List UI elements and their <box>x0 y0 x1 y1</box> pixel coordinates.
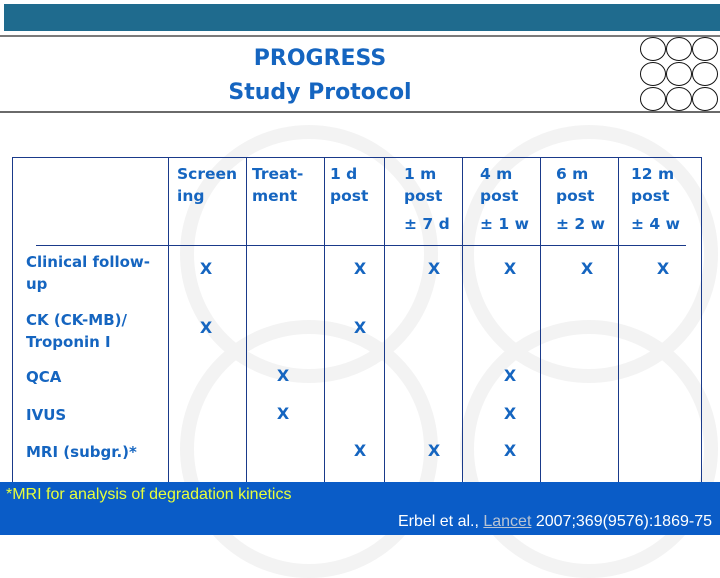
mark-cell: X <box>503 404 517 423</box>
column-divider <box>540 157 541 482</box>
mark-cell: X <box>199 318 213 337</box>
column-header-12m-post: 12 m post ± 4 w <box>631 165 680 233</box>
column-divider <box>462 157 463 482</box>
row-label-mri: MRI (subgr.)* <box>26 443 137 461</box>
citation-reference: 2007;369(9576):1869-75 <box>531 513 712 530</box>
mark-cell: X <box>427 441 441 460</box>
column-header-treatment: Treat-ment <box>252 165 304 205</box>
header-divider <box>36 245 686 246</box>
column-divider <box>618 157 619 482</box>
row-label-clinical-follow-up: Clinical follow-up <box>26 253 150 293</box>
divider <box>0 35 720 37</box>
row-label-ck-troponin: CK (CK-MB)/Troponin I <box>26 311 127 351</box>
citation: Erbel et al., Lancet 2007;369(9576):1869… <box>398 513 712 531</box>
journal-link[interactable]: Lancet <box>483 513 532 530</box>
slide-title: PROGRESS <box>253 46 387 71</box>
mark-cell: X <box>503 441 517 460</box>
mark-cell: X <box>353 441 367 460</box>
mark-cell: X <box>656 259 670 278</box>
circles-logo-icon <box>640 37 718 111</box>
column-divider <box>246 157 247 482</box>
column-divider <box>384 157 385 482</box>
mark-cell: X <box>427 259 441 278</box>
mark-cell: X <box>199 259 213 278</box>
footer-band <box>0 482 720 535</box>
protocol-table <box>12 157 702 482</box>
column-divider <box>324 157 325 482</box>
divider <box>0 111 720 113</box>
column-header-screening: Screen ing <box>177 165 238 205</box>
mark-cell: X <box>276 404 290 423</box>
mark-cell: X <box>503 366 517 385</box>
column-header-4m-post: 4 m post ± 1 w <box>480 165 529 233</box>
mark-cell: X <box>353 318 367 337</box>
column-header-1m-post: 1 m post ± 7 d <box>404 165 450 233</box>
mark-cell: X <box>353 259 367 278</box>
column-header-1d-post: 1 d post <box>330 165 369 205</box>
top-banner <box>4 4 720 31</box>
mark-cell: X <box>503 259 517 278</box>
column-divider <box>168 157 169 482</box>
row-label-ivus: IVUS <box>26 406 67 424</box>
footnote: *MRI for analysis of degradation kinetic… <box>6 486 292 503</box>
mark-cell: X <box>276 366 290 385</box>
citation-authors: Erbel et al., <box>397 513 484 530</box>
column-header-6m-post: 6 m post ± 2 w <box>556 165 605 233</box>
row-label-qca: QCA <box>26 368 62 386</box>
slide-subtitle: Study Protocol <box>228 80 412 105</box>
mark-cell: X <box>580 259 594 278</box>
